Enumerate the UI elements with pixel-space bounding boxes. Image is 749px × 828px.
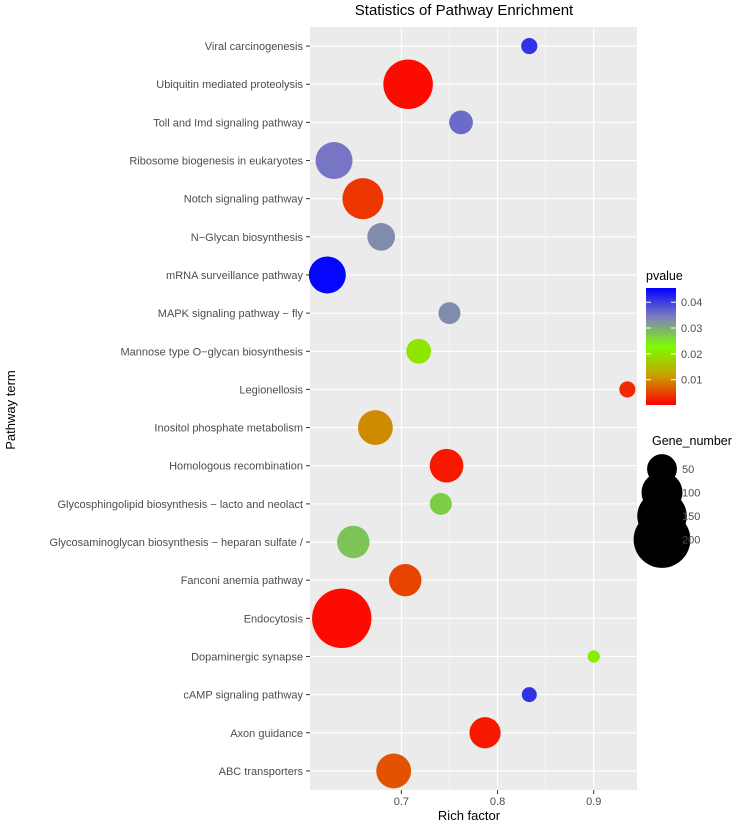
y-tick-label: mRNA surveillance pathway — [166, 270, 303, 282]
size-legend-label: 150 — [682, 511, 700, 523]
data-point — [315, 142, 353, 180]
y-tick-label: N−Glycan biosynthesis — [191, 232, 304, 244]
data-point — [367, 223, 395, 251]
x-tick-label: 0.8 — [490, 796, 505, 808]
color-legend: pvalue 0.04 0.03 0.02 0.01 — [646, 269, 702, 405]
y-tick-label: Glycosaminoglycan biosynthesis − heparan… — [50, 537, 304, 549]
y-tick-label: Viral carcinogenesis — [205, 41, 304, 53]
size-legend-label: 50 — [682, 464, 694, 476]
plot-panel — [310, 27, 637, 790]
y-tick-label: MAPK signaling pathway − fly — [158, 308, 304, 320]
data-point — [587, 650, 600, 663]
data-point — [312, 588, 372, 649]
size-legend-items: 50 100 150 200 — [633, 454, 700, 568]
color-legend-label: 0.03 — [681, 323, 702, 335]
y-tick-label: Axon guidance — [230, 728, 303, 740]
data-point — [619, 381, 636, 398]
y-tick-label: Toll and Imd signaling pathway — [153, 117, 303, 129]
data-point — [358, 410, 393, 445]
size-legend: Gene_number 50 100 150 200 — [633, 434, 732, 568]
y-tick-label: cAMP signaling pathway — [183, 690, 303, 702]
y-tick-label: Glycosphingolipid biosynthesis − lacto a… — [57, 499, 303, 511]
color-legend-bar — [646, 288, 676, 405]
size-legend-title: Gene_number — [652, 434, 732, 448]
y-tick-label: Ribosome biogenesis in eukaryotes — [129, 156, 303, 168]
data-point — [521, 37, 538, 55]
data-points — [308, 37, 636, 789]
color-legend-label: 0.02 — [681, 349, 702, 361]
x-axis-title: Rich factor — [438, 808, 501, 823]
data-point — [429, 448, 464, 483]
grid-lines — [310, 27, 637, 790]
color-legend-label: 0.04 — [681, 297, 702, 309]
data-point — [376, 753, 412, 789]
y-tick-label: Fanconi anemia pathway — [181, 575, 304, 587]
size-legend-label: 100 — [682, 488, 700, 500]
x-axis: 0.7 0.8 0.9 — [394, 790, 601, 808]
data-point — [337, 525, 370, 559]
y-tick-label: ABC transporters — [219, 766, 304, 778]
y-tick-label: Ubiquitin mediated proteolysis — [156, 79, 303, 91]
data-point — [449, 110, 473, 135]
data-point — [308, 256, 346, 294]
x-tick-label: 0.7 — [394, 796, 409, 808]
size-legend-dot — [633, 511, 691, 568]
data-point — [406, 338, 432, 364]
data-point — [342, 178, 384, 220]
y-tick-label: Dopaminergic synapse — [191, 651, 303, 663]
data-point — [438, 302, 461, 325]
color-legend-label: 0.01 — [681, 375, 702, 387]
y-axis-title: Pathway term — [3, 370, 18, 449]
data-point — [383, 59, 433, 109]
data-point — [429, 492, 452, 515]
y-tick-label: Mannose type O−glycan biosynthesis — [120, 346, 303, 358]
y-axis: Viral carcinogenesis Ubiquitin mediated p… — [50, 41, 310, 778]
x-tick-label: 0.9 — [586, 796, 601, 808]
size-legend-label: 200 — [682, 535, 700, 547]
data-point — [388, 563, 422, 597]
y-tick-label: Inositol phosphate metabolism — [154, 423, 303, 435]
color-legend-title: pvalue — [646, 269, 683, 283]
data-point — [469, 717, 501, 749]
y-tick-label: Homologous recombination — [169, 461, 303, 473]
y-tick-label: Notch signaling pathway — [184, 194, 304, 206]
color-legend-ticks: 0.04 0.03 0.02 0.01 — [646, 297, 702, 387]
chart-title: Statistics of Pathway Enrichment — [355, 2, 574, 19]
y-tick-label: Endocytosis — [244, 613, 304, 625]
y-tick-label: Legionellosis — [239, 384, 303, 396]
data-point — [521, 687, 537, 703]
